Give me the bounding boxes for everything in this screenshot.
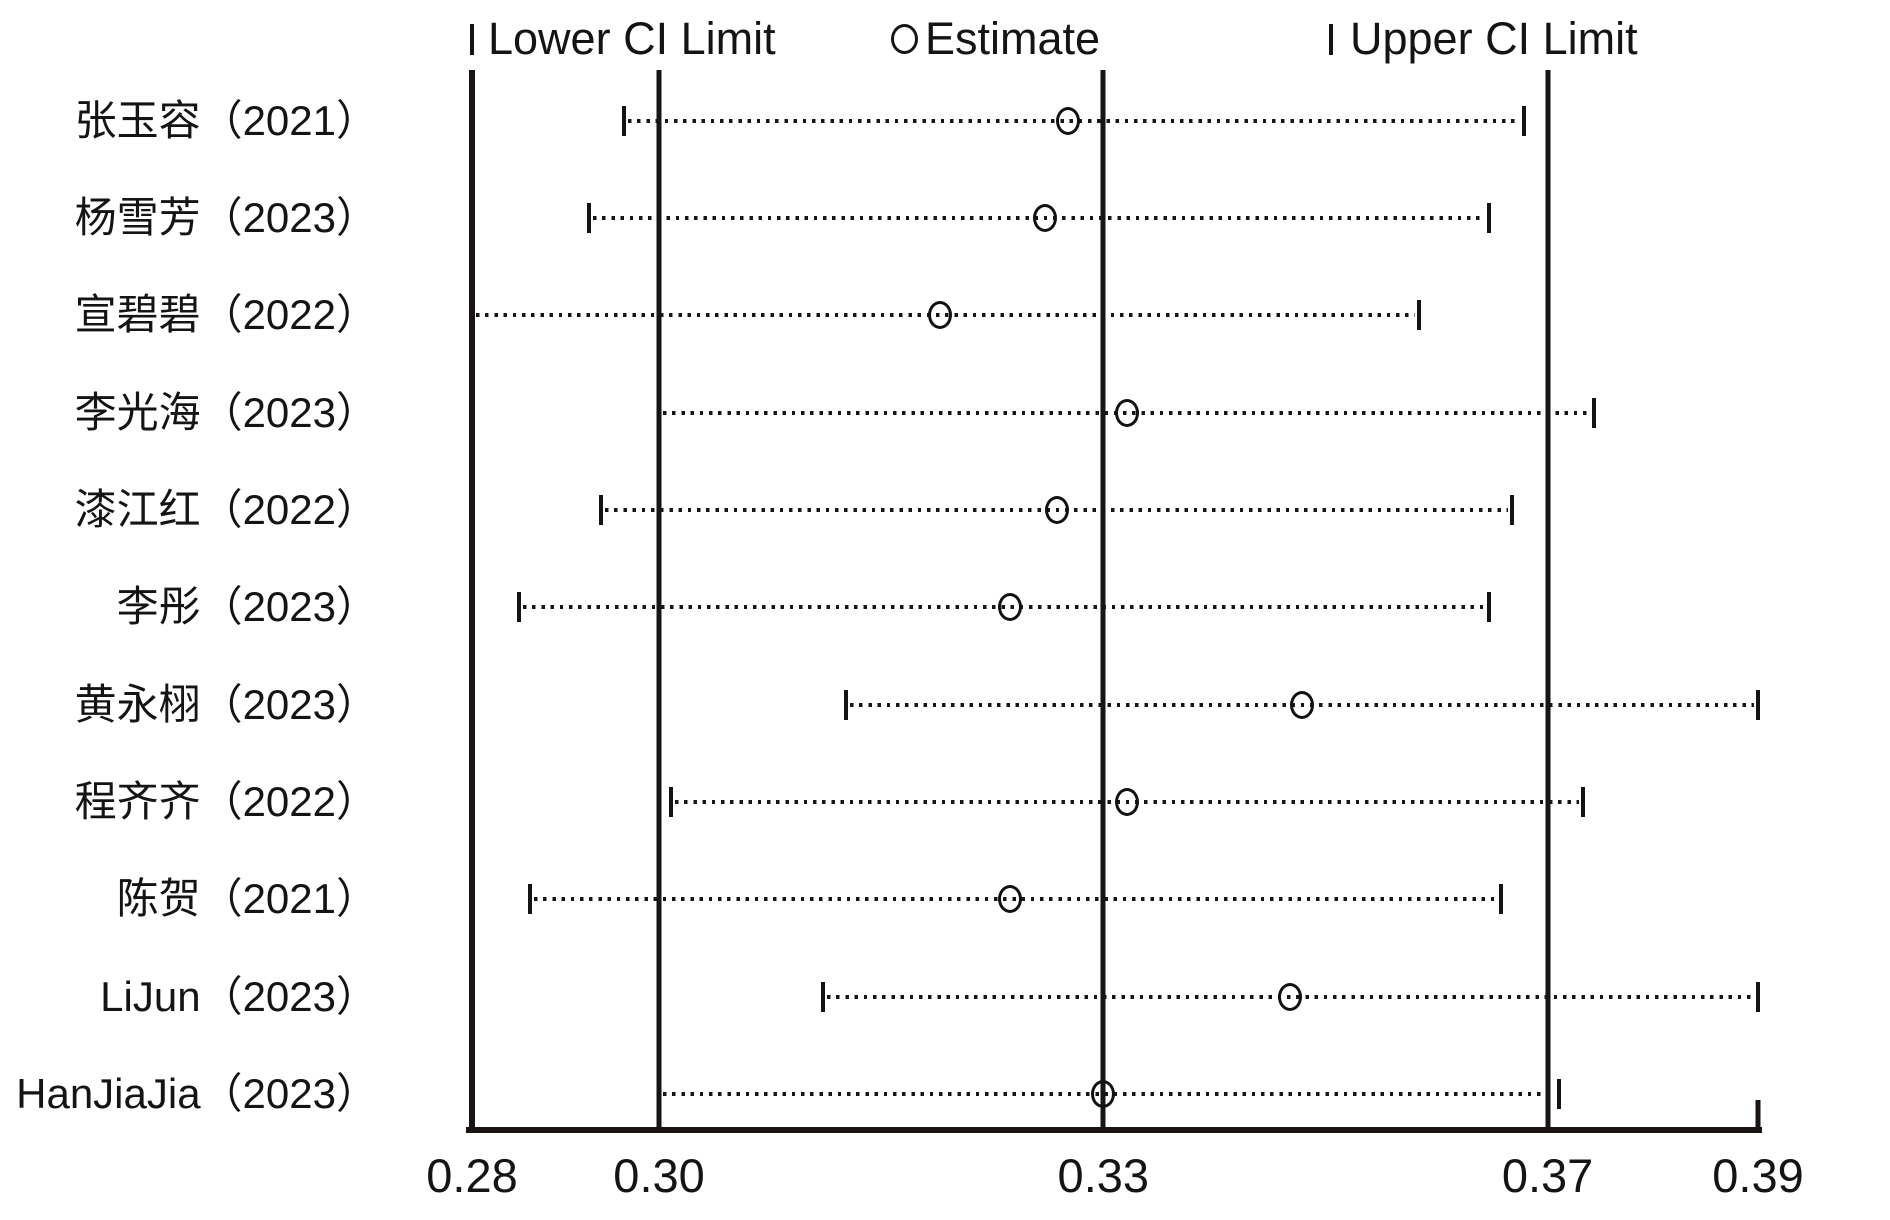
upper-ci-tick (1580, 786, 1585, 817)
lower-ci-tick (516, 592, 521, 623)
study-label: 宣碧碧（2022） (74, 291, 378, 339)
lower-ci-tick (668, 786, 673, 817)
lower-ci-tick (621, 105, 626, 136)
estimate-circle-icon (891, 24, 918, 54)
study-label: LiJun（2023） (100, 972, 378, 1020)
upper-ci-tick (1592, 397, 1597, 428)
estimate-marker (927, 301, 952, 330)
estimate-marker (1278, 982, 1303, 1011)
x-axis-line (466, 1127, 1762, 1133)
estimate-marker (997, 593, 1022, 622)
lower-ci-tick (657, 397, 662, 428)
legend-label-upper-ci: Upper CI Limit (1350, 13, 1638, 64)
upper-ci-tick (1487, 592, 1492, 623)
lower-ci-tick (528, 884, 533, 915)
x-axis-tick-label: 0.30 (613, 1149, 705, 1202)
x-axis-right-endcap (1755, 1100, 1761, 1127)
upper-ci-tick (1756, 689, 1760, 720)
estimate-marker (1114, 787, 1139, 816)
estimate-marker (1044, 495, 1069, 524)
legend-item-lower-ci: Lower CI Limit (470, 10, 776, 68)
overall-estimate-line (1100, 70, 1106, 1133)
overall-lower-ci-line (656, 70, 662, 1133)
lower-ci-tick (598, 494, 603, 525)
study-label: 杨雪芳（2023） (74, 193, 378, 241)
overall-upper-ci-line (1545, 70, 1551, 1133)
study-label: 黄永栩（2023） (74, 680, 378, 728)
x-axis-tick-label: 0.39 (1712, 1149, 1804, 1202)
legend-item-upper-ci: Upper CI Limit (1329, 10, 1638, 68)
study-label: 漆江红（2022） (74, 485, 378, 533)
x-axis-tick-label: 0.33 (1057, 1149, 1150, 1202)
estimate-marker (1091, 1080, 1116, 1108)
study-label: 李光海（2023） (74, 388, 378, 436)
upper-ci-tick (1557, 1079, 1562, 1109)
estimate-marker (1290, 690, 1315, 719)
lower-ci-tick-icon (470, 23, 474, 55)
estimate-marker (1114, 398, 1139, 427)
x-axis-tick-label: 0.28 (426, 1149, 518, 1202)
lower-ci-tick (586, 202, 591, 233)
study-label: HanJiaJia（2023） (16, 1070, 378, 1117)
estimate-marker (997, 885, 1022, 914)
upper-ci-tick (1522, 105, 1527, 136)
upper-ci-tick (1756, 981, 1760, 1012)
lower-ci-tick (820, 981, 825, 1012)
lower-ci-tick (844, 689, 849, 720)
y-axis-line (469, 70, 475, 1133)
legend-item-estimate: Estimate (891, 10, 1100, 68)
x-axis-tick-label: 0.37 (1501, 1149, 1594, 1202)
estimate-marker (1032, 203, 1057, 232)
study-label: 张玉容（2021） (74, 96, 378, 144)
legend-label-lower-ci: Lower CI Limit (488, 13, 776, 64)
study-label: 程齐齐（2022） (74, 777, 378, 825)
lower-ci-tick (657, 1079, 662, 1109)
upper-ci-tick (1498, 884, 1503, 915)
study-label: 李彤（2023） (116, 583, 378, 631)
estimate-marker (1056, 106, 1081, 135)
upper-ci-tick (1416, 300, 1421, 331)
legend-label-estimate: Estimate (925, 13, 1101, 64)
upper-ci-tick (1487, 202, 1492, 233)
upper-ci-tick (1510, 494, 1515, 525)
study-label: 陈贺（2021） (116, 875, 378, 923)
upper-ci-tick-icon (1329, 23, 1333, 55)
